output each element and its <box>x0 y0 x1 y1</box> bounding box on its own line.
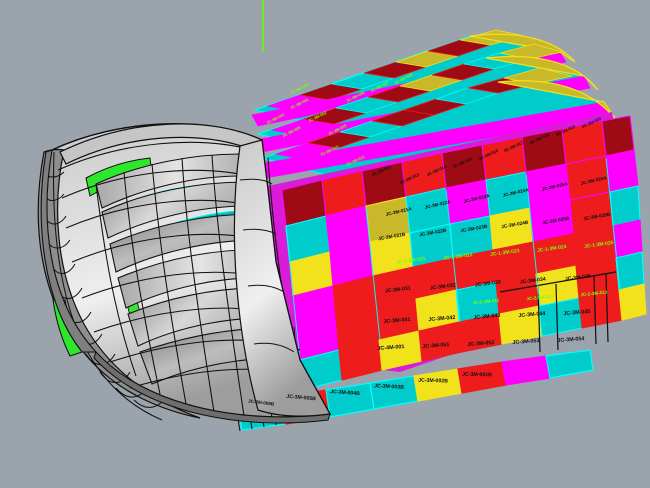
shell-plating-grid[interactable] <box>233 112 647 432</box>
stiffener-seams <box>285 157 621 361</box>
upper-deck-structure[interactable] <box>251 29 617 187</box>
plating-row-D[interactable] <box>292 219 643 329</box>
plating-row-E[interactable] <box>295 251 645 361</box>
deck-edge-curve-2 <box>485 55 599 91</box>
hull-mid-shell[interactable] <box>233 139 331 417</box>
hull-bow-tip <box>40 149 98 353</box>
deck-edge-curve-1 <box>469 33 576 63</box>
plating-row-A[interactable] <box>281 115 635 227</box>
plating-row-B[interactable] <box>285 149 639 263</box>
frame-lines-right <box>499 271 617 353</box>
deck-row-3[interactable] <box>259 67 611 187</box>
hull-bottom-edge <box>93 351 331 424</box>
